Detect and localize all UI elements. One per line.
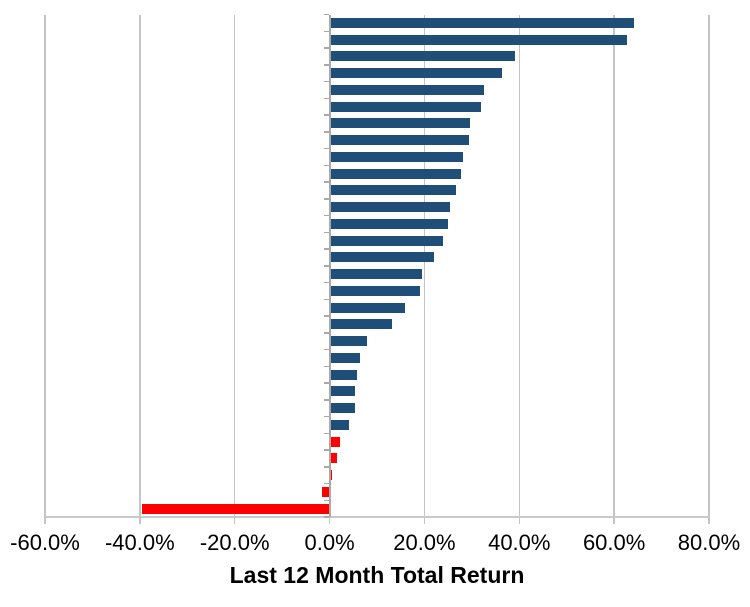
- x-axis-tick: [518, 517, 521, 524]
- category-axis-tick: [323, 231, 329, 233]
- x-axis-tick: [423, 517, 426, 524]
- gridline: [613, 14, 615, 517]
- category-axis-tick: [323, 265, 329, 267]
- category-axis-tick: [323, 131, 329, 133]
- bar: [329, 118, 471, 129]
- gridline: [708, 14, 710, 517]
- category-axis-tick: [323, 365, 329, 367]
- category-axis-tick: [323, 482, 329, 485]
- gridline: [518, 14, 521, 517]
- category-axis-tick: [323, 516, 329, 518]
- bar: [329, 285, 420, 296]
- bar: [321, 486, 330, 497]
- x-axis-line: [45, 516, 710, 518]
- bar: [329, 252, 434, 263]
- category-axis-tick: [323, 399, 329, 401]
- category-axis-tick: [323, 248, 329, 250]
- category-axis-tick: [323, 97, 329, 99]
- category-axis-tick: [323, 114, 329, 116]
- bar: [329, 151, 463, 162]
- x-tick-label: 60.0%: [582, 530, 646, 555]
- category-axis-tick: [323, 47, 329, 49]
- category-axis-tick: [323, 13, 329, 16]
- x-axis-tick: [613, 517, 615, 524]
- bar: [329, 403, 355, 414]
- bar: [329, 302, 405, 313]
- x-axis-tick: [44, 517, 46, 524]
- category-axis-tick: [323, 147, 329, 150]
- category-axis-tick: [323, 30, 329, 32]
- x-axis-tick: [708, 517, 710, 524]
- bar: [329, 269, 423, 280]
- bar: [329, 84, 484, 95]
- bar: [329, 101, 482, 112]
- bar: [329, 470, 332, 481]
- bar: [329, 168, 462, 179]
- bar: [329, 352, 360, 363]
- bar: [329, 202, 450, 213]
- bar: [329, 336, 367, 347]
- bar: [329, 34, 627, 45]
- category-axis-line: [328, 14, 331, 517]
- bar: [329, 319, 392, 330]
- x-axis-tick: [139, 517, 141, 524]
- category-axis-tick: [323, 382, 329, 384]
- x-axis-title: Last 12 Month Total Return: [229, 562, 525, 588]
- x-tick-label: 40.0%: [488, 530, 551, 555]
- bar: [329, 185, 457, 196]
- gridline: [233, 14, 236, 517]
- bar: [329, 17, 634, 28]
- category-axis-tick: [323, 415, 329, 418]
- gridline: [423, 14, 426, 517]
- category-axis-tick: [323, 499, 329, 501]
- bar: [141, 503, 330, 514]
- x-axis-tick: [328, 517, 331, 524]
- bar: [329, 51, 515, 62]
- category-axis-tick: [323, 281, 329, 284]
- bar: [329, 369, 357, 380]
- x-tick-label: -60.0%: [10, 530, 80, 555]
- category-axis-tick: [323, 432, 329, 434]
- bar: [329, 218, 449, 229]
- category-axis-tick: [323, 466, 329, 468]
- x-tick-label: 0.0%: [304, 530, 355, 555]
- category-axis-tick: [323, 164, 329, 166]
- x-tick-label: -20.0%: [199, 530, 270, 555]
- x-tick-label: 20.0%: [393, 530, 456, 555]
- x-tick-label: -40.0%: [104, 530, 175, 555]
- bar: [329, 135, 469, 146]
- x-tick-label: 80.0%: [677, 530, 741, 555]
- bar: [329, 68, 503, 79]
- gridline: [44, 14, 46, 517]
- gridline: [139, 14, 141, 517]
- category-axis-tick: [323, 214, 329, 217]
- bar: [329, 235, 443, 246]
- category-axis-tick: [323, 198, 329, 200]
- bar: [329, 436, 341, 447]
- category-axis-tick: [323, 449, 329, 451]
- category-axis-tick: [323, 315, 329, 317]
- category-axis-tick: [323, 80, 329, 83]
- bar: [329, 453, 337, 464]
- bar: [329, 419, 350, 430]
- category-axis-tick: [323, 332, 329, 334]
- category-axis-tick: [323, 298, 329, 300]
- category-axis-tick: [323, 348, 329, 351]
- category-axis-tick: [323, 181, 329, 183]
- bar: [329, 386, 356, 397]
- x-axis-tick: [233, 517, 236, 524]
- category-axis-tick: [323, 64, 329, 66]
